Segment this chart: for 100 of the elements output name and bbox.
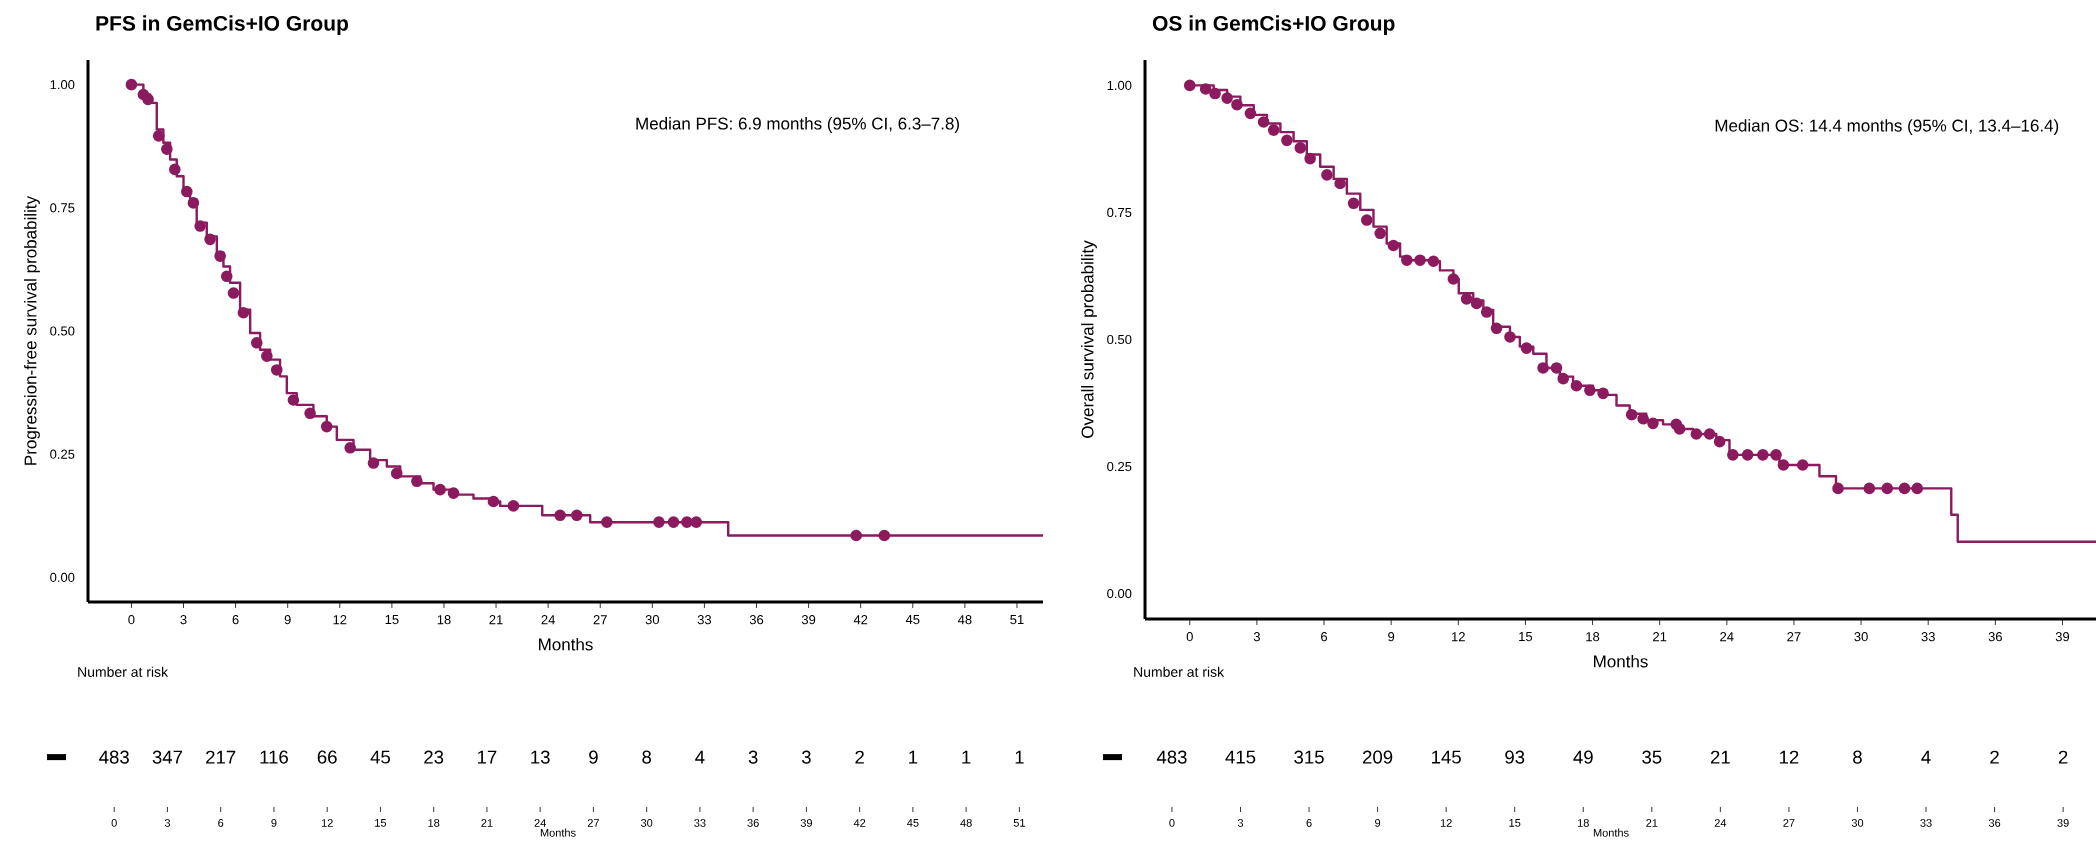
point bbox=[1770, 449, 1782, 461]
point bbox=[320, 420, 333, 433]
x-axis-title: Months bbox=[1594, 654, 1648, 668]
point bbox=[1537, 362, 1549, 374]
data-label: 8 bbox=[1853, 750, 1862, 764]
x-tick-label: 3 bbox=[1237, 819, 1244, 827]
x-tick-label: 30 bbox=[1854, 632, 1868, 642]
chart-title: PFS in GemCis+IO Group bbox=[96, 15, 348, 35]
point bbox=[1244, 107, 1257, 120]
point bbox=[194, 220, 206, 232]
point bbox=[152, 130, 165, 142]
x-tick-label: 33 bbox=[697, 615, 712, 625]
point bbox=[1777, 459, 1790, 471]
point bbox=[507, 500, 520, 512]
x-tick-label: 24 bbox=[534, 819, 546, 827]
x-tick-label: 18 bbox=[1577, 819, 1589, 827]
x-tick-label: 42 bbox=[853, 615, 868, 625]
point bbox=[125, 78, 138, 91]
point bbox=[237, 306, 250, 319]
x-tick-label: 6 bbox=[1321, 632, 1328, 642]
data-label: 93 bbox=[1505, 750, 1525, 764]
point bbox=[1490, 322, 1503, 335]
point bbox=[187, 197, 200, 209]
point bbox=[1584, 384, 1596, 397]
point bbox=[1281, 134, 1293, 147]
point bbox=[287, 394, 300, 406]
x-tick-label: 33 bbox=[1921, 632, 1935, 642]
data-label: 23 bbox=[424, 750, 444, 764]
point bbox=[1881, 482, 1894, 495]
x-tick-label: 39 bbox=[2055, 632, 2070, 642]
data-label: 116 bbox=[260, 750, 288, 764]
point bbox=[1304, 152, 1316, 165]
point bbox=[1832, 482, 1844, 495]
data-label: 1 bbox=[1015, 750, 1024, 764]
point bbox=[1703, 428, 1716, 440]
data-label: 45 bbox=[370, 750, 390, 764]
point bbox=[169, 163, 181, 176]
x-tick-label: 6 bbox=[232, 615, 239, 625]
y-tick-label: 1.00 bbox=[50, 80, 75, 90]
x-tick-label: 48 bbox=[957, 615, 972, 625]
point bbox=[220, 270, 233, 283]
point bbox=[1557, 372, 1570, 385]
x-tick-label: 0 bbox=[1169, 819, 1175, 827]
x-tick-label: 12 bbox=[1452, 632, 1465, 642]
x-axis-title: Months bbox=[539, 637, 593, 651]
x-tick-label: 48 bbox=[960, 819, 972, 827]
data-label: 9 bbox=[589, 750, 598, 764]
x-tick-label: 15 bbox=[1519, 632, 1533, 642]
data-label: 3 bbox=[801, 750, 811, 764]
point bbox=[344, 441, 356, 454]
point bbox=[181, 185, 193, 198]
y-tick-label: 0.00 bbox=[1107, 589, 1132, 599]
x-tick-label: 12 bbox=[321, 819, 333, 827]
point bbox=[1625, 408, 1638, 421]
x-tick-label: 36 bbox=[1988, 819, 2001, 827]
x-tick-label: 30 bbox=[645, 615, 660, 625]
chart-title: Number at risk bbox=[1134, 666, 1225, 677]
x-tick-label: 30 bbox=[640, 819, 653, 827]
data-label: 209 bbox=[1363, 750, 1393, 764]
data-label: 4 bbox=[1921, 750, 1931, 764]
x-tick-label: 36 bbox=[747, 819, 759, 827]
data-label: 483 bbox=[99, 750, 129, 764]
point bbox=[601, 516, 613, 528]
point bbox=[1231, 98, 1243, 111]
x-tick-label: 51 bbox=[1013, 819, 1025, 827]
x-tick-label: 9 bbox=[1388, 632, 1395, 642]
point bbox=[1504, 331, 1516, 343]
point bbox=[270, 364, 283, 376]
x-tick-label: 18 bbox=[428, 819, 440, 827]
point bbox=[667, 516, 680, 528]
data-label: 66 bbox=[317, 750, 337, 764]
point bbox=[487, 495, 500, 508]
point bbox=[1647, 417, 1659, 430]
data-label: 8 bbox=[642, 750, 652, 764]
point bbox=[1480, 306, 1493, 318]
x-tick-label: 21 bbox=[1646, 819, 1658, 827]
data-label: 1 bbox=[909, 750, 918, 764]
x-axis-title: Months bbox=[540, 828, 576, 837]
data-label: 2 bbox=[1990, 750, 1999, 764]
data-label: 483 bbox=[1156, 750, 1187, 764]
point bbox=[1257, 116, 1270, 128]
x-tick-label: 3 bbox=[180, 615, 187, 625]
data-label: 145 bbox=[1432, 750, 1461, 764]
y-tick-label: 0.25 bbox=[1107, 461, 1132, 472]
point bbox=[878, 529, 891, 542]
point bbox=[411, 475, 423, 488]
x-tick-label: 18 bbox=[437, 615, 451, 625]
point bbox=[161, 143, 173, 155]
data-label: 1 bbox=[962, 750, 971, 764]
x-tick-label: 30 bbox=[1851, 819, 1864, 827]
point bbox=[367, 457, 380, 469]
point bbox=[204, 233, 216, 246]
annotation: Median OS: 14.4 months (95% CI, 13.4–16.4) bbox=[1715, 119, 2059, 135]
point bbox=[1334, 177, 1346, 190]
point bbox=[1550, 362, 1563, 374]
x-tick-label: 24 bbox=[1714, 819, 1727, 827]
x-tick-label: 27 bbox=[1787, 632, 1801, 642]
x-tick-label: 6 bbox=[218, 819, 224, 827]
point bbox=[1401, 254, 1413, 267]
point bbox=[1321, 169, 1333, 181]
